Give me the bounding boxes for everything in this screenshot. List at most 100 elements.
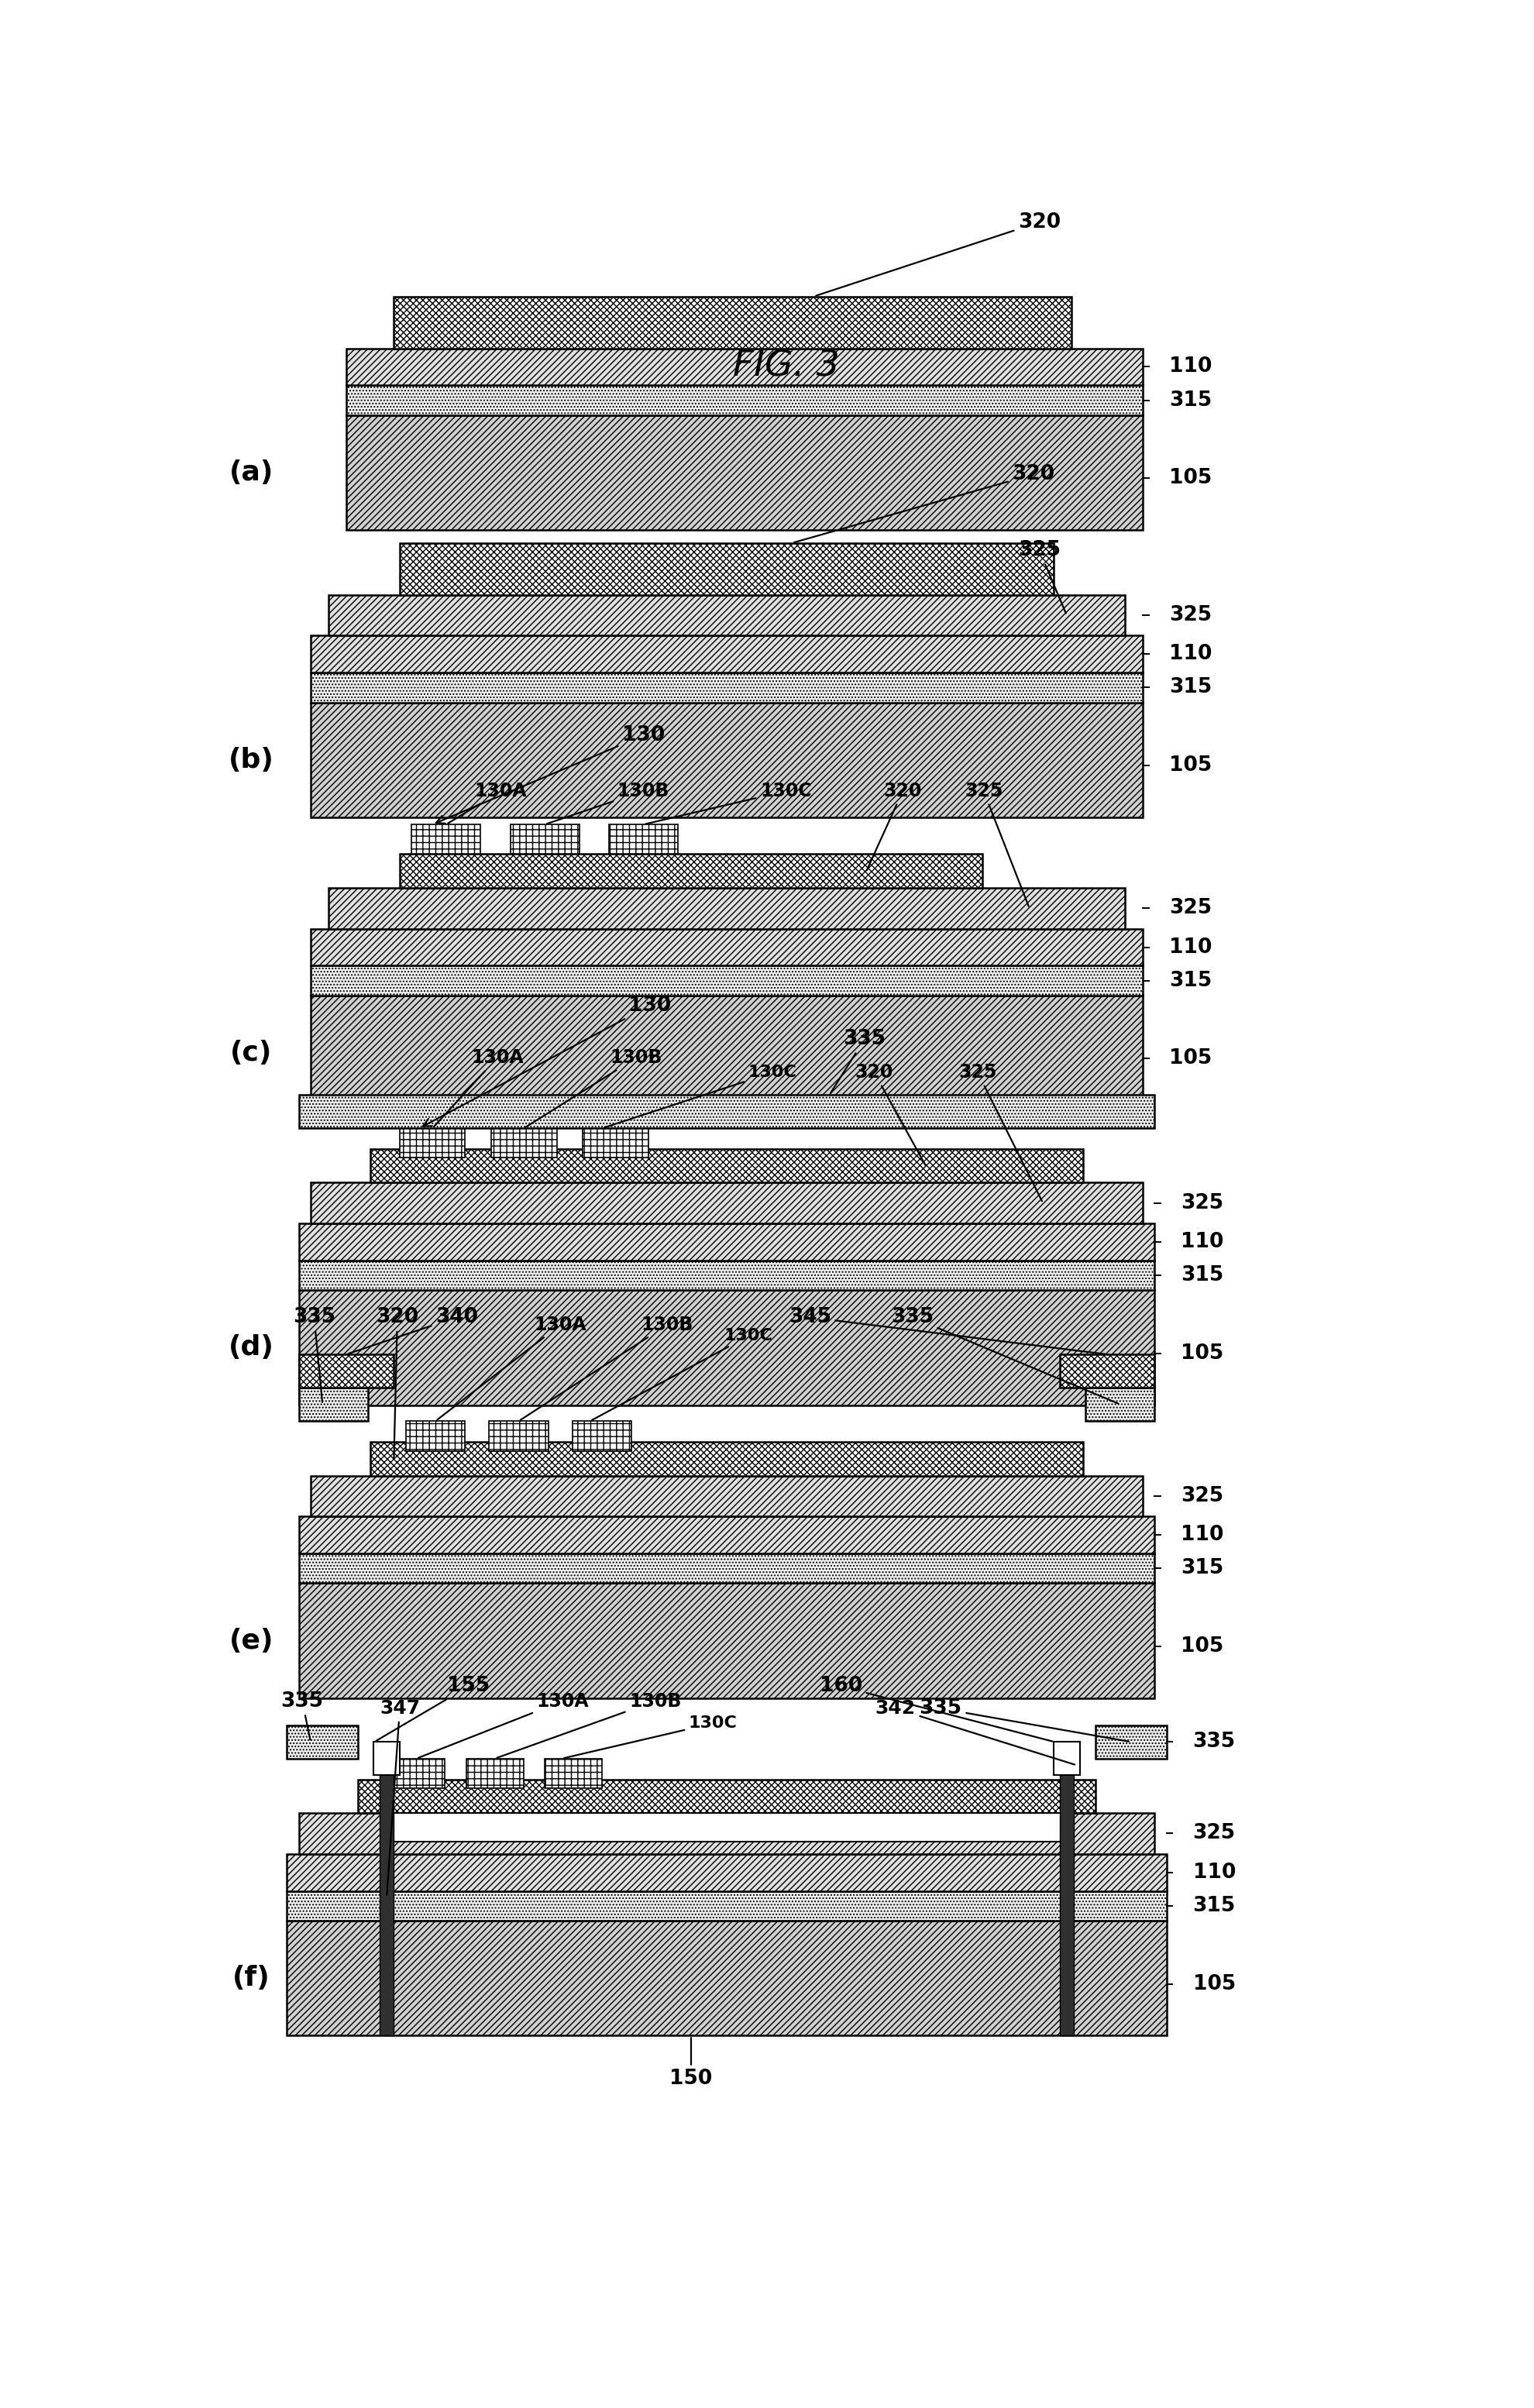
Bar bbox=[299, 1259, 1155, 1291]
Text: 335: 335 bbox=[891, 1308, 1118, 1404]
Text: 335: 335 bbox=[830, 1028, 887, 1093]
Bar bbox=[310, 995, 1143, 1110]
Bar bbox=[1086, 1387, 1155, 1421]
Text: 335: 335 bbox=[293, 1308, 336, 1401]
Bar bbox=[299, 1387, 368, 1421]
Text: 315: 315 bbox=[1181, 1264, 1224, 1286]
Text: 130B: 130B bbox=[520, 1315, 693, 1421]
Text: 347: 347 bbox=[379, 1700, 420, 1895]
Text: 105: 105 bbox=[1169, 1047, 1212, 1069]
Text: 110: 110 bbox=[1193, 1861, 1236, 1883]
Text: 130A: 130A bbox=[434, 1047, 523, 1127]
Text: 130B: 130B bbox=[548, 783, 669, 824]
Text: 105: 105 bbox=[1169, 756, 1212, 775]
Bar bbox=[1095, 1724, 1167, 1758]
Text: 345: 345 bbox=[788, 1308, 1104, 1353]
Bar bbox=[511, 824, 580, 855]
Bar bbox=[310, 636, 1143, 672]
Bar bbox=[400, 855, 982, 889]
Text: 130A: 130A bbox=[448, 783, 528, 824]
Bar bbox=[299, 1353, 394, 1387]
Text: 110: 110 bbox=[1169, 645, 1212, 665]
Bar bbox=[400, 542, 1054, 595]
Bar bbox=[299, 1223, 1155, 1259]
Text: (b): (b) bbox=[229, 746, 275, 773]
Bar bbox=[583, 1129, 649, 1158]
Text: 315: 315 bbox=[1169, 677, 1212, 698]
Bar bbox=[359, 1780, 1095, 1813]
Bar bbox=[1060, 1758, 1074, 2035]
Bar bbox=[545, 1758, 601, 1789]
Text: 325: 325 bbox=[959, 1064, 1042, 1202]
Text: 130: 130 bbox=[436, 725, 664, 824]
Text: 335: 335 bbox=[281, 1690, 324, 1739]
Bar bbox=[299, 1291, 1155, 1406]
Bar bbox=[400, 1129, 465, 1158]
Text: (d): (d) bbox=[229, 1334, 275, 1361]
Text: 150: 150 bbox=[670, 2037, 712, 2090]
Bar bbox=[370, 1149, 1083, 1182]
Bar bbox=[347, 349, 1143, 385]
Text: 320: 320 bbox=[795, 465, 1055, 542]
Bar bbox=[394, 296, 1072, 349]
Bar bbox=[299, 1582, 1155, 1698]
Bar bbox=[299, 1813, 1155, 1854]
Text: 340: 340 bbox=[348, 1308, 479, 1353]
Bar bbox=[388, 1758, 445, 1789]
Text: 325: 325 bbox=[1181, 1486, 1224, 1505]
Bar bbox=[347, 385, 1143, 414]
Text: 110: 110 bbox=[1181, 1233, 1224, 1252]
Text: 130B: 130B bbox=[497, 1693, 681, 1758]
Bar bbox=[466, 1758, 523, 1789]
Text: FIG. 3: FIG. 3 bbox=[733, 349, 839, 385]
Text: 130C: 130C bbox=[565, 1714, 738, 1758]
Text: 335: 335 bbox=[1193, 1731, 1235, 1753]
Text: 320: 320 bbox=[854, 1064, 925, 1165]
Text: 320: 320 bbox=[867, 783, 922, 869]
Text: (a): (a) bbox=[229, 460, 273, 486]
Text: 105: 105 bbox=[1169, 467, 1212, 489]
Bar bbox=[370, 1442, 1083, 1476]
Text: 130C: 130C bbox=[646, 783, 811, 824]
Bar bbox=[287, 1922, 1166, 2035]
Bar bbox=[310, 966, 1143, 995]
Bar bbox=[299, 1517, 1155, 1553]
Bar bbox=[287, 1724, 359, 1758]
Text: 130C: 130C bbox=[604, 1064, 796, 1127]
Text: 105: 105 bbox=[1181, 1344, 1224, 1363]
Text: 325: 325 bbox=[1019, 539, 1066, 614]
Bar bbox=[1060, 1353, 1155, 1387]
Text: 325: 325 bbox=[1193, 1823, 1235, 1845]
Bar bbox=[491, 1129, 557, 1158]
Bar bbox=[328, 889, 1124, 929]
Text: 105: 105 bbox=[1193, 1975, 1235, 1994]
Bar bbox=[374, 1741, 400, 1775]
Text: (c): (c) bbox=[230, 1040, 272, 1067]
Text: 335: 335 bbox=[919, 1698, 1129, 1741]
Text: 110: 110 bbox=[1169, 356, 1212, 378]
Bar bbox=[411, 824, 480, 855]
Bar bbox=[299, 1553, 1155, 1582]
Bar bbox=[1054, 1741, 1080, 1775]
Text: (e): (e) bbox=[229, 1628, 273, 1654]
Text: 155: 155 bbox=[376, 1676, 491, 1741]
Bar bbox=[489, 1421, 549, 1450]
Bar bbox=[609, 824, 678, 855]
Bar bbox=[328, 595, 1124, 636]
Text: (f): (f) bbox=[232, 1965, 270, 1991]
Text: 315: 315 bbox=[1181, 1558, 1224, 1577]
Text: 325: 325 bbox=[965, 783, 1029, 905]
Text: 325: 325 bbox=[1169, 604, 1212, 626]
Bar bbox=[287, 1890, 1166, 1922]
Bar bbox=[405, 1421, 465, 1450]
Text: 342: 342 bbox=[876, 1700, 1075, 1765]
Text: 130B: 130B bbox=[526, 1047, 663, 1127]
Text: 320: 320 bbox=[816, 212, 1060, 296]
Text: 130C: 130C bbox=[592, 1329, 773, 1421]
Text: 315: 315 bbox=[1169, 390, 1212, 409]
Bar bbox=[310, 703, 1143, 816]
Text: 130: 130 bbox=[423, 995, 670, 1127]
Bar bbox=[379, 1758, 394, 2035]
Text: 325: 325 bbox=[1181, 1192, 1224, 1214]
Bar bbox=[299, 1096, 1155, 1129]
